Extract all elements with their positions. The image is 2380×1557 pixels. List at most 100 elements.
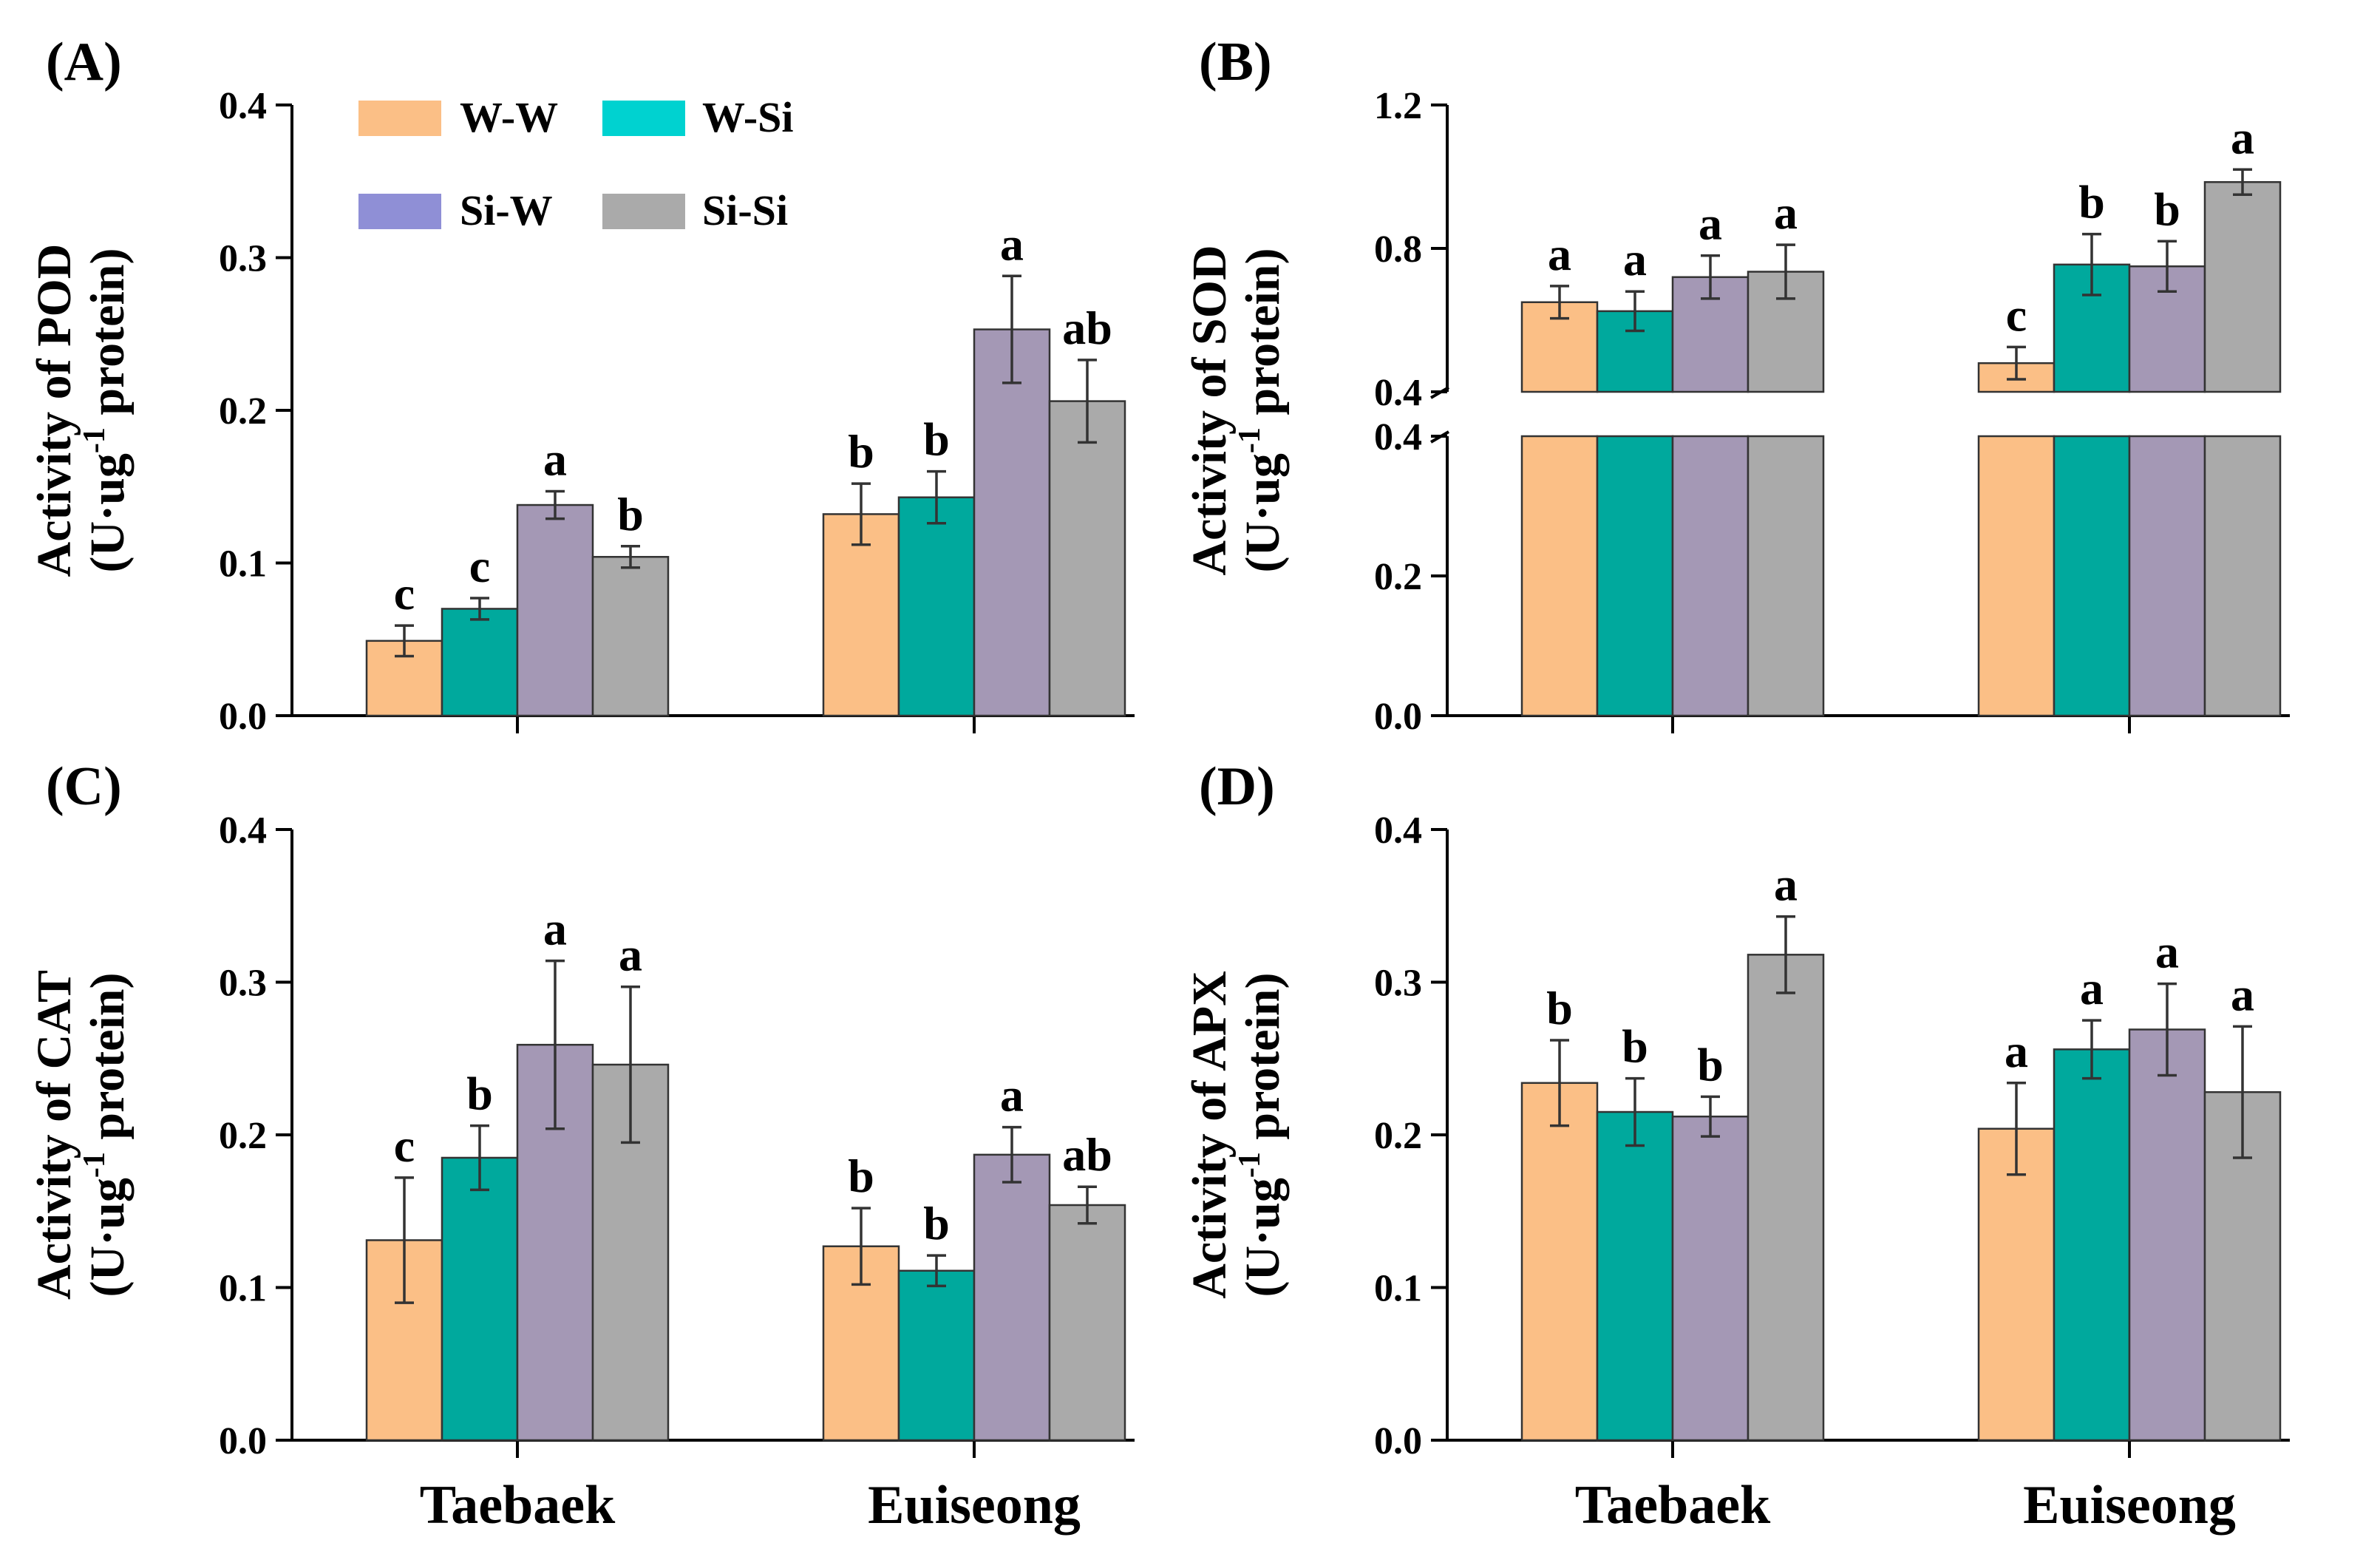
significance-letter: b [466,1068,493,1120]
y-tick-label: 0.4 [1374,372,1422,414]
significance-letter: a [2005,1025,2028,1077]
unit-superscript: -1 [78,427,112,453]
significance-letter: b [2154,183,2180,235]
significance-letter: a [1774,858,1798,911]
significance-letter: b [923,1197,950,1249]
legend-label: W-W [460,93,558,141]
unit-prefix: (U·ug [81,453,135,572]
significance-letter: c [469,540,490,592]
y-tick-label: 0.2 [1374,1115,1422,1157]
unit-prefix: (U·ug [1236,453,1290,572]
significance-letter: c [394,1119,415,1172]
legend-item-si-w: Si-W [358,186,553,234]
significance-letter: a [1000,217,1024,270]
bar-w-w-taebaek [1520,1082,1599,1442]
y-axis-title: Activity of POD [27,244,81,577]
y-tick-label: 0.3 [219,963,267,1005]
legend-item-w-si: W-Si [602,93,794,141]
y-tick-label: 0.8 [1374,228,1422,271]
y-tick-label: 0.3 [219,238,267,280]
unit-superscript: -1 [1233,1152,1267,1178]
significance-letter: b [1697,1038,1724,1090]
y-axis-unit: (U·ug-1 protein) [78,248,135,573]
panel-label: (A) [46,32,122,92]
panel-label: (C) [46,756,122,817]
unit-suffix: protein) [81,248,135,428]
legend-label: Si-W [460,186,553,234]
y-tick-label: 0.2 [219,1115,267,1157]
significance-letter: b [923,413,950,466]
y-tick-label: 0.4 [1374,810,1422,852]
significance-letter: a [2155,926,2179,978]
significance-letter: a [2231,111,2254,163]
legend-swatch [602,194,685,229]
y-axis-unit: (U·ug-1 protein) [78,973,135,1298]
bar-si-w-taebaek [516,503,594,717]
bar-si-si-euiseong [1048,400,1126,717]
y-axis-title: Activity of SOD [1183,245,1237,575]
bar-w-si-euiseong-lower [2053,435,2131,717]
significance-letter: a [1548,228,1571,280]
y-axis-title: Activity of CAT [27,970,81,1300]
bar-w-si-taebaek [1596,1110,1674,1442]
bar-si-si-euiseong [2203,181,2282,393]
y-tick-label: 0.2 [1374,556,1422,598]
unit-superscript: -1 [1233,427,1267,453]
panel-label: (D) [1199,756,1275,817]
y-tick-label: 0.4 [1374,416,1422,458]
significance-letter: a [1699,197,1722,250]
y-tick-label: 0.1 [1374,1268,1422,1310]
significance-letter: b [848,1150,874,1202]
bar-w-w-taebaek-lower [1520,435,1599,717]
bar-si-w-euiseong [973,328,1051,717]
bar-w-si-taebaek-lower [1596,435,1674,717]
bar-si-si-euiseong [1048,1204,1126,1442]
unit-superscript: -1 [78,1152,112,1178]
bar-si-w-euiseong [973,1153,1051,1442]
significance-letter: a [619,929,642,981]
significance-letter: a [543,903,567,955]
legend-item-w-w: W-W [358,93,558,141]
bar-w-si-taebaek [1596,310,1674,393]
y-tick-label: 0.1 [219,543,267,586]
significance-letter: ab [1062,1128,1112,1181]
legend-label: W-Si [702,93,794,141]
panel-a: (A) 0.0 0.1 0.2 0.3 0.4 Activity of POD (U·ug-1… [27,32,1135,738]
significance-letter: b [1622,1020,1648,1073]
y-tick-label: 1.2 [1374,85,1422,127]
x-tick-label-euiseong: Euiseong [2023,1475,2236,1536]
y-tick-label: 0.3 [1374,963,1422,1005]
y-tick-label: 0.4 [219,85,267,127]
x-tick-label-taebaek: Taebaek [420,1475,616,1536]
y-tick-label: 0.0 [1374,696,1422,738]
bar-si-si-taebaek [591,555,670,717]
bar-si-si-taebaek [1747,954,1825,1442]
significance-letter: ab [1062,302,1112,354]
significance-letter: b [617,488,644,540]
significance-letter: c [394,567,415,620]
unit-suffix: protein) [81,973,135,1153]
legend: W-W W-Si Si-W Si-Si [358,93,794,234]
legend-swatch [358,194,441,229]
panel-d: (D) 0.0 0.1 0.2 0.3 0.4 Activity of APX (U·ug-1… [1183,756,2290,1536]
bar-w-si-euiseong [2053,1048,2131,1442]
significance-letter: b [1546,982,1573,1034]
bar-w-si-euiseong [897,1269,976,1442]
x-tick-label-taebaek: Taebaek [1575,1475,1771,1536]
panel-b: (B) 0.0 0.2 0.40.4 0.8 1.2 Activity of SOD (U·u… [1183,32,2290,738]
significance-letter: c [2006,288,2027,341]
significance-letter: a [1774,186,1798,239]
significance-letter: b [2078,176,2105,228]
significance-letter: a [1623,233,1647,285]
legend-swatch [602,101,685,136]
unit-suffix: protein) [1236,973,1290,1153]
significance-letter: a [543,432,567,485]
significance-letter: a [1000,1069,1024,1122]
legend-swatch [358,101,441,136]
significance-letter: a [2231,968,2254,1020]
unit-suffix: protein) [1236,248,1290,428]
x-tick-label-euiseong: Euiseong [868,1475,1081,1536]
panel-c: (C) 0.0 0.1 0.2 0.3 0.4 Activity of CAT (U·ug-1… [27,756,1135,1536]
